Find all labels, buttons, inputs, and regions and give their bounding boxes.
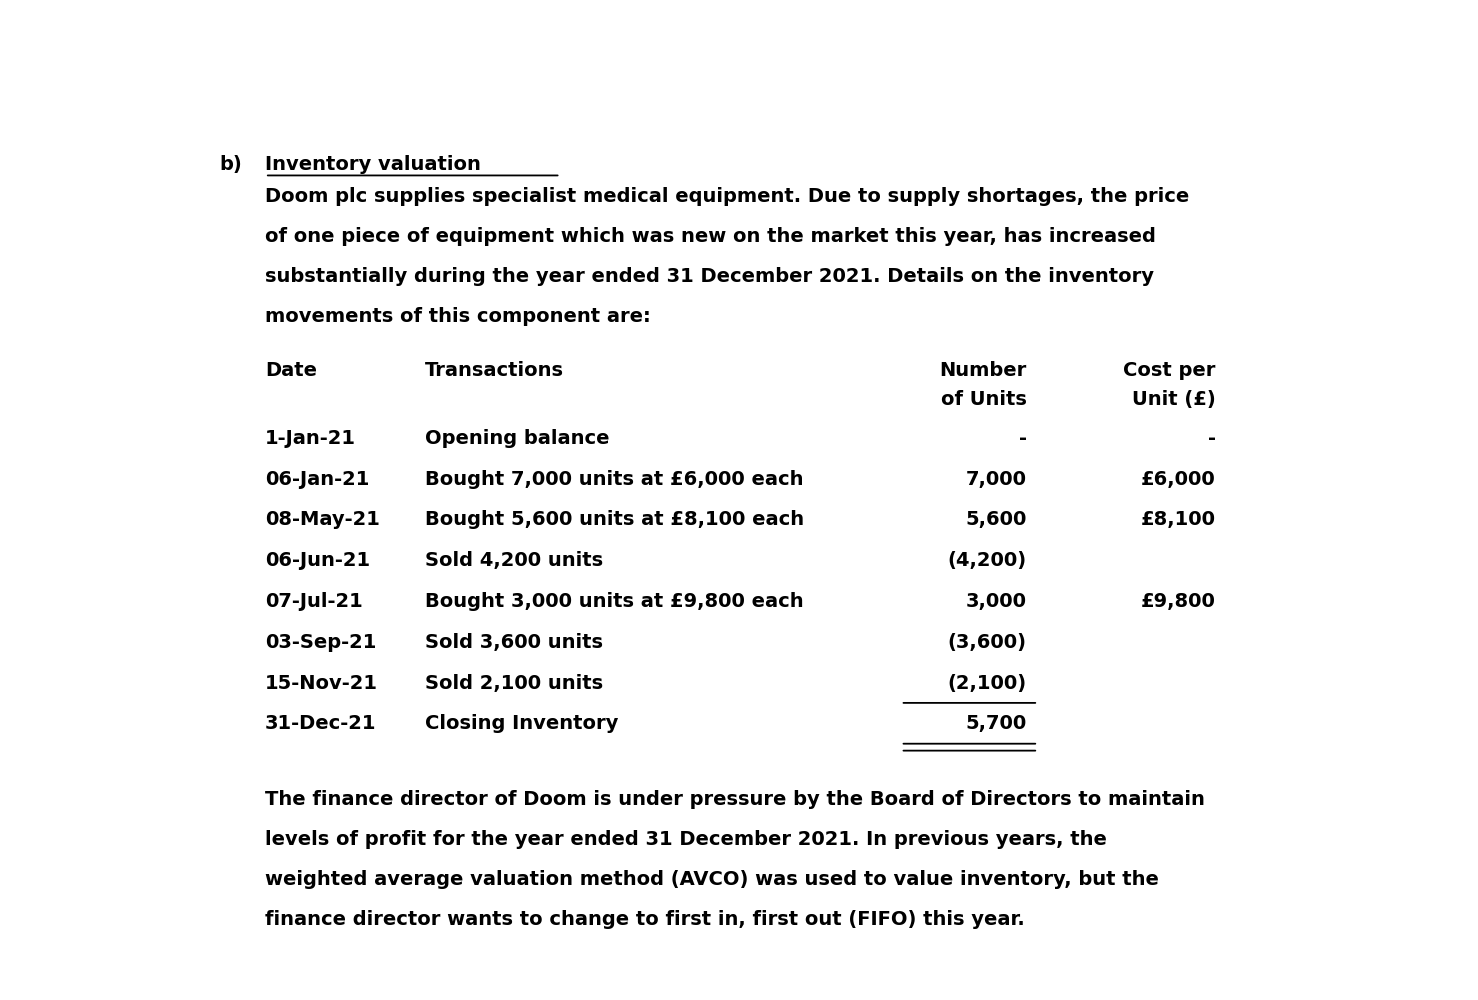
Text: 08-May-21: 08-May-21	[265, 510, 380, 529]
Text: 03-Sep-21: 03-Sep-21	[265, 633, 377, 652]
Text: 06-Jun-21: 06-Jun-21	[265, 551, 370, 570]
Text: Inventory valuation: Inventory valuation	[265, 155, 480, 174]
Text: Unit (£): Unit (£)	[1132, 390, 1215, 409]
Text: 06-Jan-21: 06-Jan-21	[265, 470, 370, 489]
Text: 5,600: 5,600	[965, 510, 1027, 529]
Text: 3,000: 3,000	[965, 592, 1027, 611]
Text: The finance director of Doom is under pressure by the Board of Directors to main: The finance director of Doom is under pr…	[265, 790, 1205, 809]
Text: 7,000: 7,000	[965, 470, 1027, 489]
Text: levels of profit for the year ended 31 December 2021. In previous years, the: levels of profit for the year ended 31 D…	[265, 830, 1107, 849]
Text: -: -	[1018, 429, 1027, 448]
Text: finance director wants to change to first in, first out (FIFO) this year.: finance director wants to change to firs…	[265, 910, 1024, 929]
Text: Cost per: Cost per	[1123, 361, 1215, 380]
Text: Sold 4,200 units: Sold 4,200 units	[426, 551, 603, 570]
Text: (2,100): (2,100)	[947, 674, 1027, 693]
Text: Date: Date	[265, 361, 316, 380]
Text: 07-Jul-21: 07-Jul-21	[265, 592, 362, 611]
Text: weighted average valuation method (AVCO) was used to value inventory, but the: weighted average valuation method (AVCO)…	[265, 870, 1159, 889]
Text: of one piece of equipment which was new on the market this year, has increased: of one piece of equipment which was new …	[265, 227, 1156, 246]
Text: Number: Number	[940, 361, 1027, 380]
Text: 1-Jan-21: 1-Jan-21	[265, 429, 356, 448]
Text: substantially during the year ended 31 December 2021. Details on the inventory: substantially during the year ended 31 D…	[265, 267, 1154, 286]
Text: Opening balance: Opening balance	[426, 429, 610, 448]
Text: Transactions: Transactions	[426, 361, 565, 380]
Text: Closing Inventory: Closing Inventory	[426, 714, 619, 733]
Text: 5,700: 5,700	[965, 714, 1027, 733]
Text: 31-Dec-21: 31-Dec-21	[265, 714, 377, 733]
Text: Bought 7,000 units at £6,000 each: Bought 7,000 units at £6,000 each	[426, 470, 804, 489]
Text: £6,000: £6,000	[1141, 470, 1215, 489]
Text: (3,600): (3,600)	[947, 633, 1027, 652]
Text: movements of this component are:: movements of this component are:	[265, 307, 650, 326]
Text: (4,200): (4,200)	[947, 551, 1027, 570]
Text: £9,800: £9,800	[1141, 592, 1215, 611]
Text: Sold 3,600 units: Sold 3,600 units	[426, 633, 603, 652]
Text: Bought 3,000 units at £9,800 each: Bought 3,000 units at £9,800 each	[426, 592, 804, 611]
Text: Doom plc supplies specialist medical equipment. Due to supply shortages, the pri: Doom plc supplies specialist medical equ…	[265, 187, 1190, 206]
Text: -: -	[1208, 429, 1215, 448]
Text: 15-Nov-21: 15-Nov-21	[265, 674, 378, 693]
Text: of Units: of Units	[941, 390, 1027, 409]
Text: b): b)	[219, 155, 242, 174]
Text: Sold 2,100 units: Sold 2,100 units	[426, 674, 603, 693]
Text: £8,100: £8,100	[1141, 510, 1215, 529]
Text: Bought 5,600 units at £8,100 each: Bought 5,600 units at £8,100 each	[426, 510, 804, 529]
